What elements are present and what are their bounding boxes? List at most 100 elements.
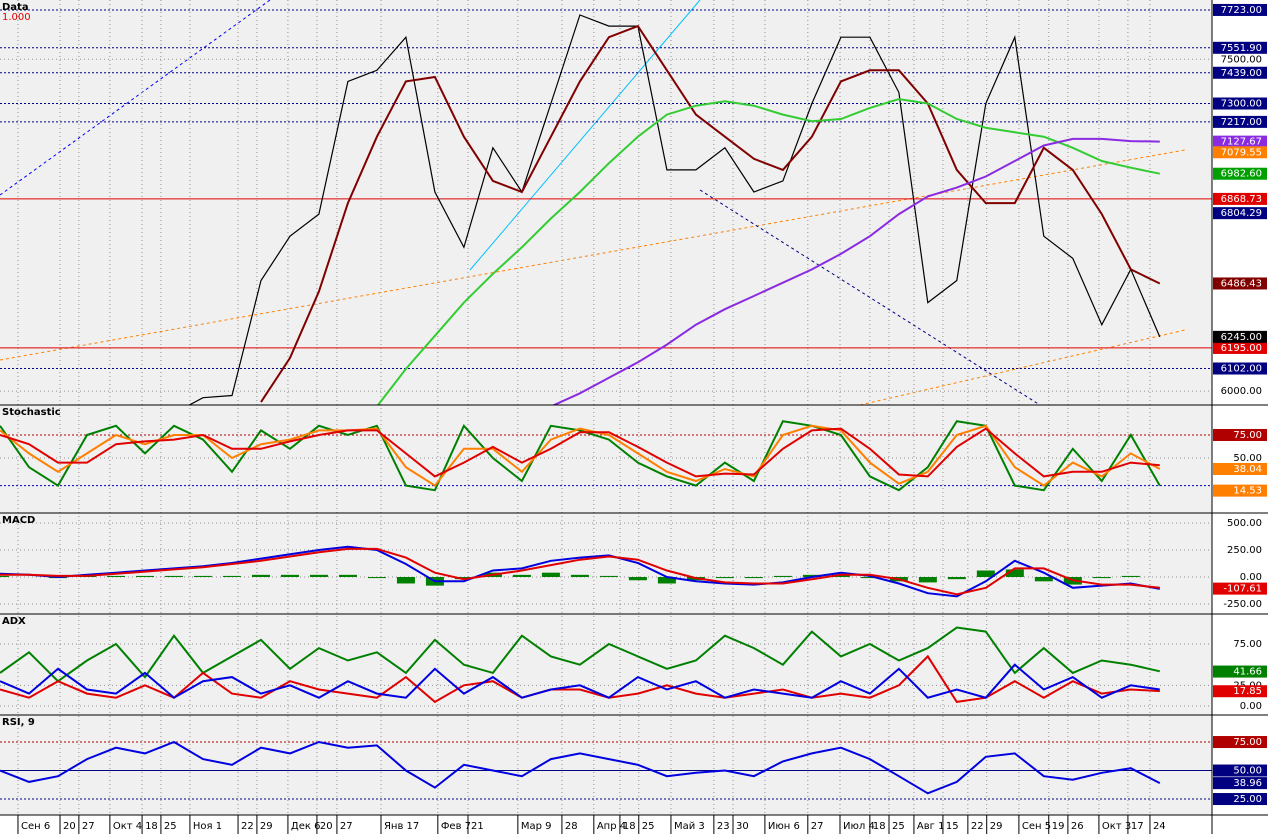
value-box xyxy=(1213,135,1267,148)
value-label: 50.00 xyxy=(1233,766,1262,777)
y-tick-label: -250.00 xyxy=(1223,599,1262,610)
value-box xyxy=(1213,66,1267,79)
panel xyxy=(0,522,1212,605)
x-tick-label: 18 xyxy=(623,821,636,832)
x-tick-label: 18 xyxy=(873,821,886,832)
histogram-bar xyxy=(164,575,183,577)
series-line xyxy=(551,137,1160,405)
x-tick-label: 21 xyxy=(471,821,484,832)
value-label: 41.66 xyxy=(1233,667,1262,678)
value-label: 6868.73 xyxy=(1221,194,1262,205)
x-tick-label: 28 xyxy=(565,821,578,832)
histogram-bar xyxy=(976,570,995,577)
value-label: 14.53 xyxy=(1233,486,1262,497)
series-line xyxy=(0,740,1161,795)
value-label: 6804.29 xyxy=(1221,208,1262,219)
panel-subtitle: 1.000 xyxy=(2,12,31,23)
value-box xyxy=(1213,97,1267,110)
x-tick-label: Мар 9 xyxy=(521,821,552,832)
histogram-bar xyxy=(512,574,531,577)
histogram-bar xyxy=(773,575,792,577)
series-line xyxy=(376,98,1161,405)
histogram-bar xyxy=(802,574,821,577)
histogram-bar xyxy=(628,576,647,581)
y-tick-label: 250.00 xyxy=(1227,545,1262,556)
x-tick-label: Июл 4 xyxy=(843,821,875,832)
x-tick-label: Янв 17 xyxy=(384,821,419,832)
x-tick-label: Апр 4 xyxy=(597,821,626,832)
value-label: 38.04 xyxy=(1233,464,1262,475)
x-tick-label: 27 xyxy=(811,821,824,832)
trend-line xyxy=(0,0,271,196)
x-tick-label: Авг 1 xyxy=(917,821,945,832)
histogram-bar xyxy=(1121,575,1140,577)
histogram-bar xyxy=(280,574,299,577)
x-tick-label: Дек 6 xyxy=(291,821,321,832)
x-tick-label: 27 xyxy=(82,821,95,832)
x-tick-label: 27 xyxy=(340,821,353,832)
value-label: 7551.90 xyxy=(1221,43,1262,54)
value-label: 38.96 xyxy=(1233,778,1262,789)
value-label: 7217.00 xyxy=(1221,117,1262,128)
value-box xyxy=(1213,685,1267,698)
y-tick-label: 500.00 xyxy=(1227,518,1262,529)
value-label: 6102.00 xyxy=(1221,364,1262,375)
histogram-bar xyxy=(106,575,125,577)
histogram-bar xyxy=(0,575,9,577)
value-box xyxy=(1213,764,1267,777)
x-tick-label: 22 xyxy=(241,821,254,832)
value-box xyxy=(1213,330,1267,343)
value-label: 7439.00 xyxy=(1221,68,1262,79)
value-box xyxy=(1213,41,1267,54)
x-tick-label: Сен 5 xyxy=(1022,821,1051,832)
histogram-bar xyxy=(193,575,212,577)
x-tick-label: 25 xyxy=(642,821,655,832)
series-line xyxy=(0,663,1160,699)
series-line xyxy=(0,424,1161,487)
value-label: 6486.43 xyxy=(1221,278,1262,289)
histogram-bar xyxy=(367,576,386,579)
value-label: -107.61 xyxy=(1223,584,1262,595)
y-tick-label: 6000.00 xyxy=(1221,386,1262,397)
x-tick-label: 15 xyxy=(946,821,959,832)
value-box xyxy=(1213,192,1267,205)
value-box xyxy=(1213,777,1267,790)
value-label: 75.00 xyxy=(1233,737,1262,748)
x-tick-label: 25 xyxy=(892,821,905,832)
x-tick-label: 26 xyxy=(1071,821,1084,832)
histogram-bar xyxy=(947,576,966,580)
series-line xyxy=(0,654,1160,704)
histogram-bar xyxy=(570,574,589,577)
value-box xyxy=(1213,3,1267,16)
histogram-bar xyxy=(744,576,763,579)
y-tick-label: 50.00 xyxy=(1233,453,1262,464)
x-tick-label: 30 xyxy=(736,821,749,832)
value-label: 25.00 xyxy=(1233,794,1262,805)
histogram-bar xyxy=(1092,576,1111,579)
value-box xyxy=(1213,736,1267,749)
x-tick-label: 25 xyxy=(164,821,177,832)
histogram-bar xyxy=(222,575,241,577)
x-tick-label: 24 xyxy=(1153,821,1166,832)
histogram-bar xyxy=(715,576,734,579)
series-line xyxy=(0,427,1160,478)
series-line xyxy=(0,547,1160,596)
value-box xyxy=(1213,146,1267,159)
x-tick-label: Июн 6 xyxy=(768,821,800,832)
histogram-bar xyxy=(1005,569,1024,577)
value-box xyxy=(1213,462,1267,475)
trend-line xyxy=(469,0,701,271)
x-tick-label: 19 xyxy=(1052,821,1065,832)
value-label: 7127.67 xyxy=(1221,137,1262,148)
y-tick-label: 75.00 xyxy=(1233,639,1262,650)
value-box xyxy=(1213,167,1267,180)
x-tick-label: Фев 7 xyxy=(441,821,471,832)
panel xyxy=(0,420,1212,492)
y-tick-label: 0.00 xyxy=(1240,572,1262,583)
x-tick-label: Окт 4 xyxy=(113,821,142,832)
value-box xyxy=(1213,115,1267,128)
histogram-bar xyxy=(599,575,618,577)
y-tick-label: 7500.00 xyxy=(1221,54,1262,65)
value-box xyxy=(1213,484,1267,497)
